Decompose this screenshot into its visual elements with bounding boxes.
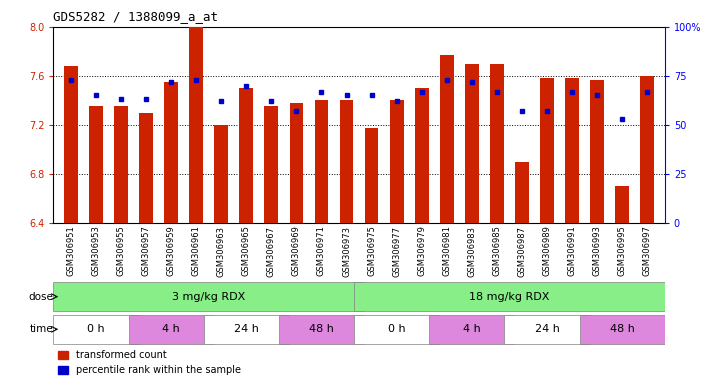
Bar — [64, 66, 77, 223]
Text: GSM306991: GSM306991 — [567, 226, 577, 276]
Text: 48 h: 48 h — [610, 324, 635, 334]
Bar — [240, 88, 253, 223]
Bar — [590, 79, 604, 223]
Text: 4 h: 4 h — [162, 324, 180, 334]
Text: GSM306969: GSM306969 — [292, 226, 301, 276]
Bar — [164, 82, 178, 223]
Text: GSM306973: GSM306973 — [342, 226, 351, 276]
FancyBboxPatch shape — [579, 314, 665, 344]
Bar — [615, 186, 629, 223]
Text: 24 h: 24 h — [535, 324, 560, 334]
Text: GSM306987: GSM306987 — [518, 226, 526, 276]
Text: GSM306983: GSM306983 — [467, 226, 476, 276]
Bar — [314, 100, 328, 223]
Text: dose: dose — [28, 291, 53, 302]
FancyBboxPatch shape — [53, 314, 139, 344]
Text: GDS5282 / 1388099_a_at: GDS5282 / 1388099_a_at — [53, 10, 218, 23]
Text: GSM306985: GSM306985 — [493, 226, 501, 276]
FancyBboxPatch shape — [429, 314, 515, 344]
Bar — [89, 106, 103, 223]
Text: GSM306959: GSM306959 — [166, 226, 176, 276]
Text: GSM306989: GSM306989 — [542, 226, 552, 276]
Text: GSM306961: GSM306961 — [192, 226, 201, 276]
Text: 48 h: 48 h — [309, 324, 334, 334]
Text: GSM306979: GSM306979 — [417, 226, 426, 276]
Bar — [390, 100, 404, 223]
Legend: transformed count, percentile rank within the sample: transformed count, percentile rank withi… — [58, 351, 241, 375]
Bar — [641, 76, 654, 223]
Text: GSM306977: GSM306977 — [392, 226, 401, 276]
Bar — [565, 78, 579, 223]
FancyBboxPatch shape — [203, 314, 289, 344]
FancyBboxPatch shape — [354, 282, 665, 311]
Bar — [415, 88, 429, 223]
Bar — [340, 100, 353, 223]
FancyBboxPatch shape — [279, 314, 364, 344]
Bar — [189, 27, 203, 223]
Text: GSM306951: GSM306951 — [66, 226, 75, 276]
Text: 4 h: 4 h — [463, 324, 481, 334]
Text: GSM306975: GSM306975 — [367, 226, 376, 276]
Text: 0 h: 0 h — [87, 324, 105, 334]
Bar — [289, 103, 304, 223]
Bar — [540, 78, 554, 223]
Text: 3 mg/kg RDX: 3 mg/kg RDX — [172, 291, 245, 302]
Bar — [264, 106, 278, 223]
Text: GSM306997: GSM306997 — [643, 226, 652, 276]
Text: time: time — [29, 324, 53, 334]
Text: GSM306967: GSM306967 — [267, 226, 276, 276]
FancyBboxPatch shape — [354, 314, 439, 344]
Bar — [365, 129, 378, 223]
Bar — [515, 162, 529, 223]
FancyBboxPatch shape — [129, 314, 214, 344]
Bar — [440, 55, 454, 223]
Bar — [465, 64, 479, 223]
Text: 24 h: 24 h — [234, 324, 259, 334]
Bar — [114, 106, 128, 223]
Text: GSM306971: GSM306971 — [317, 226, 326, 276]
Text: GSM306963: GSM306963 — [217, 226, 225, 276]
Text: 0 h: 0 h — [387, 324, 405, 334]
Text: GSM306965: GSM306965 — [242, 226, 251, 276]
Text: GSM306995: GSM306995 — [618, 226, 626, 276]
Text: 18 mg/kg RDX: 18 mg/kg RDX — [469, 291, 550, 302]
Bar — [139, 113, 153, 223]
Text: GSM306955: GSM306955 — [117, 226, 125, 276]
Text: GSM306981: GSM306981 — [442, 226, 451, 276]
Text: GSM306993: GSM306993 — [593, 226, 602, 276]
FancyBboxPatch shape — [53, 282, 364, 311]
Bar — [490, 64, 504, 223]
Bar — [214, 125, 228, 223]
Text: GSM306953: GSM306953 — [92, 226, 100, 276]
Text: GSM306957: GSM306957 — [141, 226, 151, 276]
FancyBboxPatch shape — [504, 314, 589, 344]
